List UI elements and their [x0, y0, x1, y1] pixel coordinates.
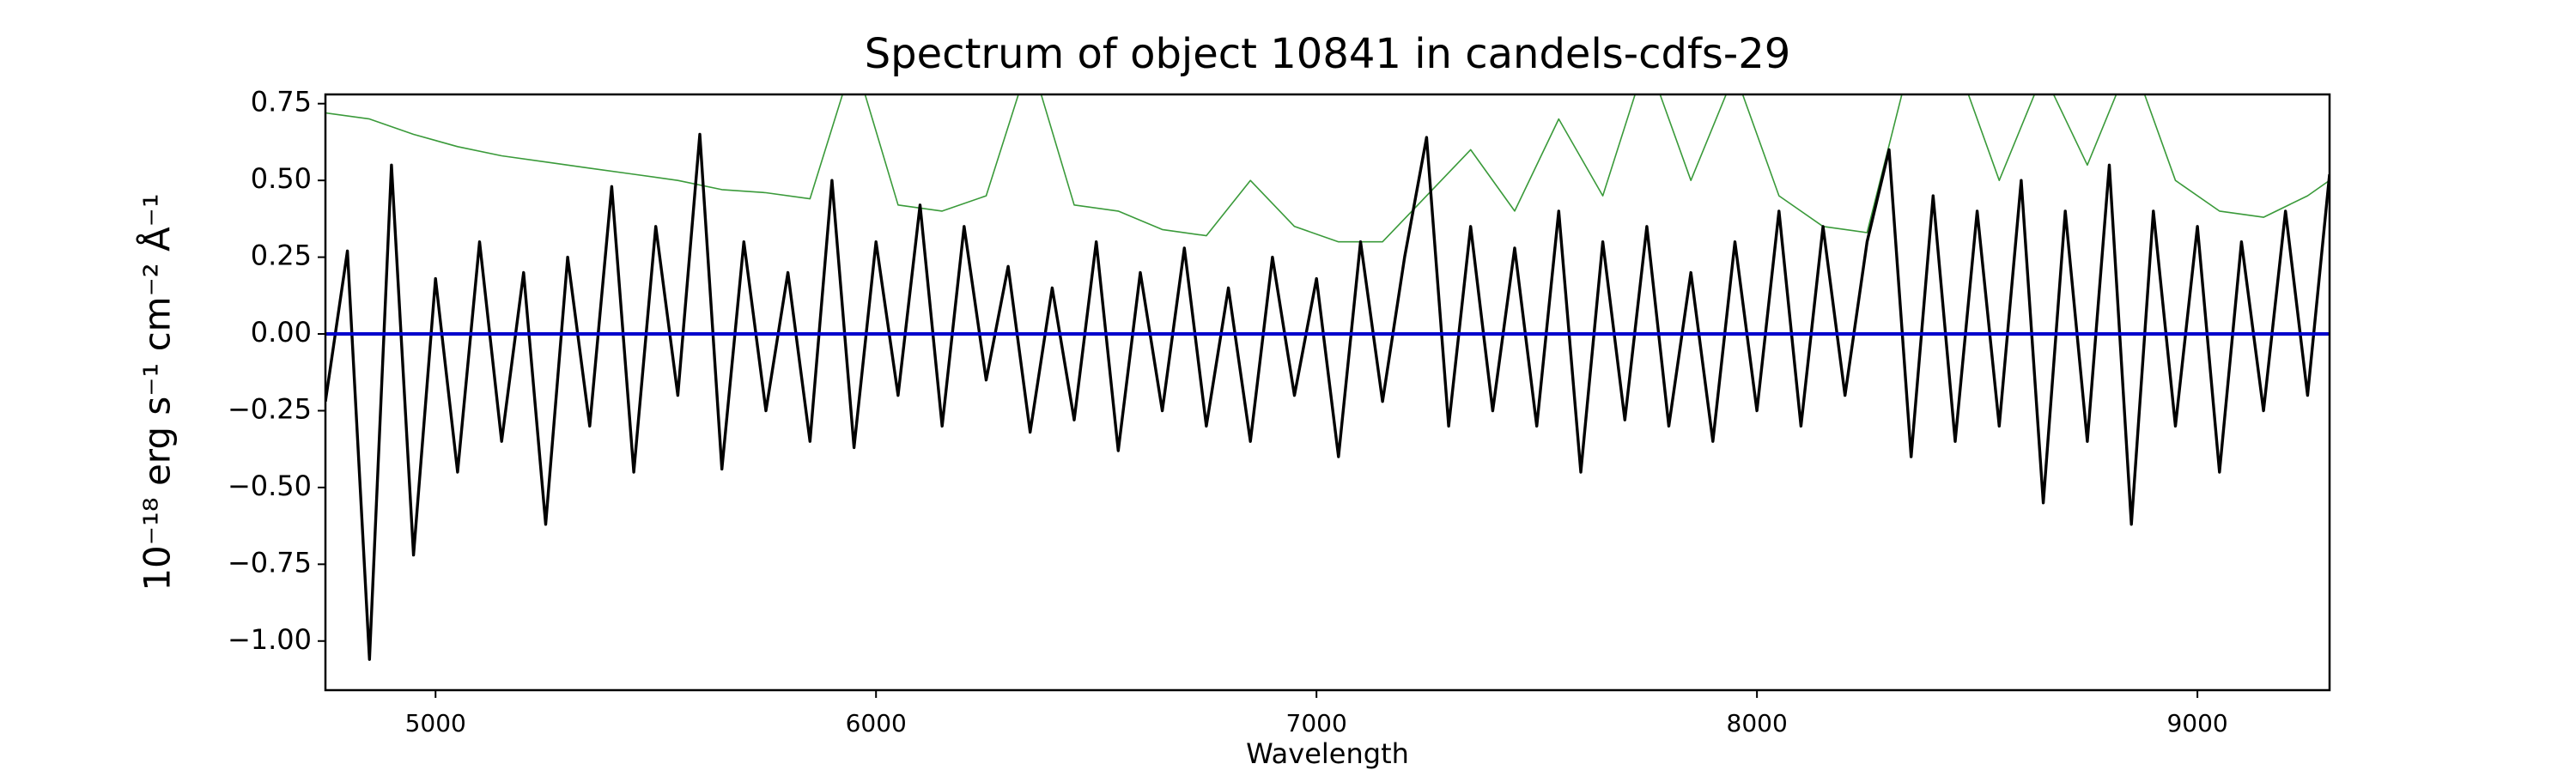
- chart-title: Spectrum of object 10841 in candels-cdfs…: [865, 30, 1791, 78]
- x-tick-label: 7000: [1286, 709, 1347, 737]
- spectrum-line: [325, 132, 2330, 661]
- y-tick-label: 0.00: [251, 316, 312, 349]
- plot-area: [325, 94, 2330, 661]
- y-tick-label: −1.00: [228, 623, 312, 656]
- y-tick-label: 0.50: [251, 162, 312, 195]
- spectrum-line: [325, 94, 2330, 243]
- y-tick-label: −0.25: [228, 392, 312, 425]
- plot-frame: [324, 93, 2331, 692]
- x-tick-label: 8000: [1727, 709, 1788, 737]
- x-tick-label: 5000: [405, 709, 466, 737]
- x-tick-label: 9000: [2166, 709, 2227, 737]
- x-tick-label: 6000: [846, 709, 907, 737]
- y-tick-label: 0.25: [251, 239, 312, 272]
- y-tick-label: −0.75: [228, 546, 312, 579]
- y-axis-label: 10⁻¹⁸ erg s⁻¹ cm⁻² Å⁻¹: [136, 193, 179, 591]
- y-tick-label: 0.75: [251, 86, 312, 118]
- y-tick-label: −0.50: [228, 470, 312, 502]
- x-axis-label: Wavelength: [1246, 737, 1409, 770]
